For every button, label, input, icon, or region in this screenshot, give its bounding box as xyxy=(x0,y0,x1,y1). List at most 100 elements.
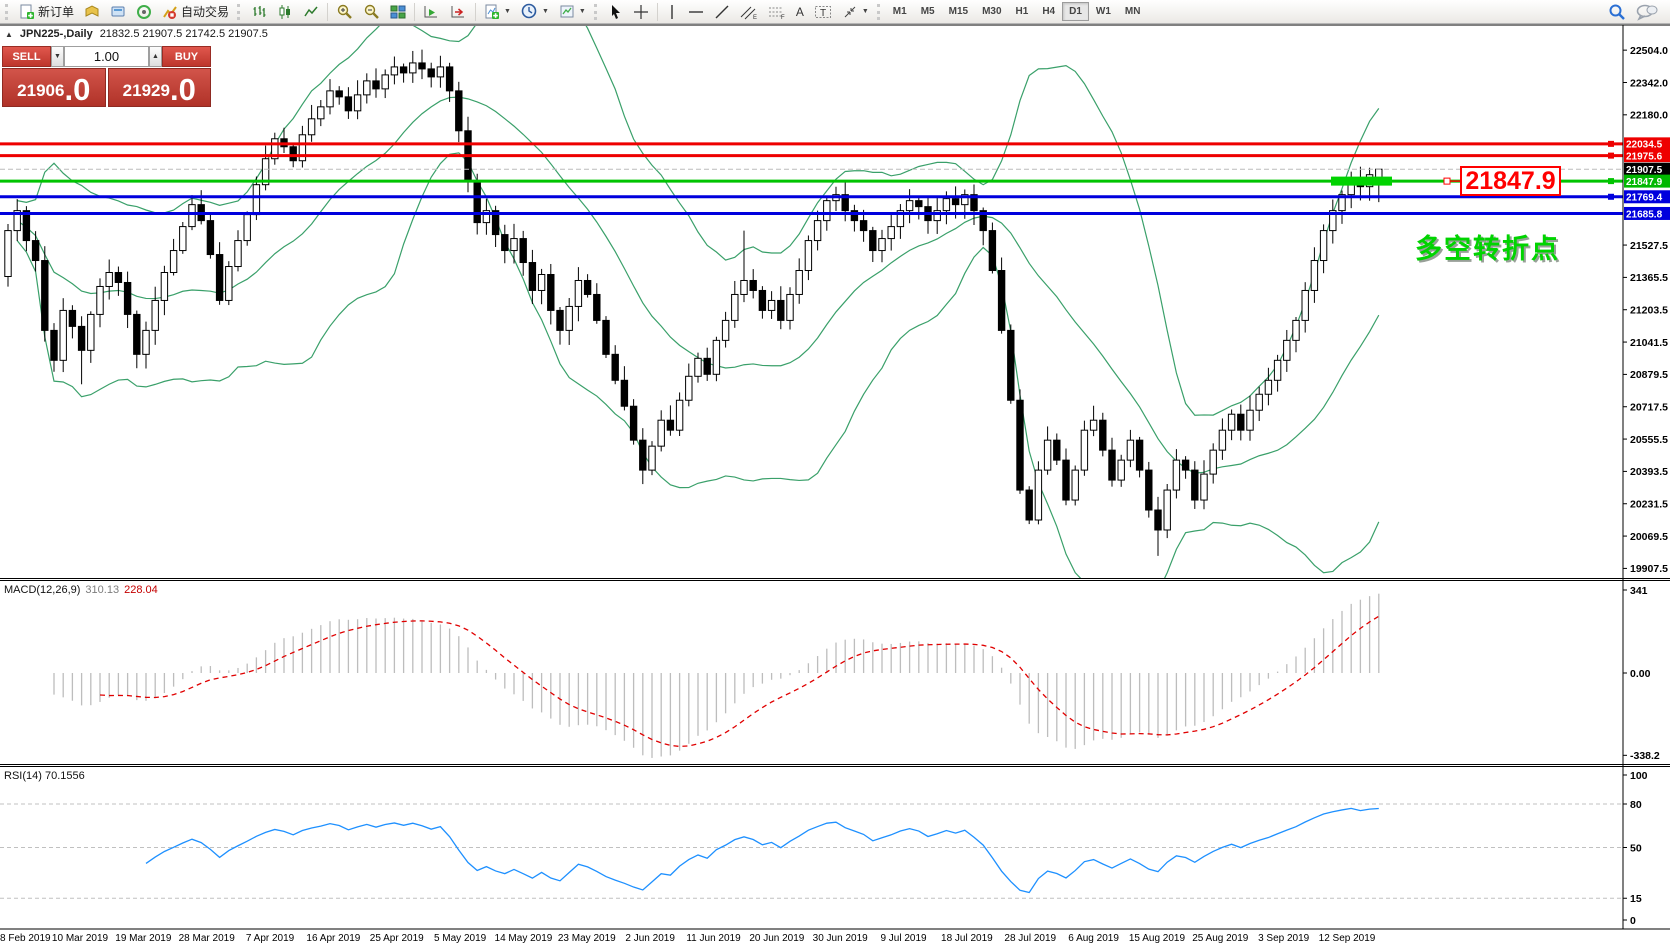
arrows-icon xyxy=(844,6,856,17)
macd-name: MACD(12,26,9) xyxy=(4,584,81,596)
chat-icon[interactable] xyxy=(1636,3,1658,21)
svg-text:20717.5: 20717.5 xyxy=(1630,402,1668,414)
timeframe-m1[interactable]: M1 xyxy=(892,6,907,17)
macd-main-value: 310.13 xyxy=(85,584,120,596)
svg-text:9 Jul 2019: 9 Jul 2019 xyxy=(880,933,927,944)
svg-text:21907.5: 21907.5 xyxy=(1626,165,1663,176)
zoom-in-icon xyxy=(337,4,352,19)
chart-shift-button[interactable] xyxy=(445,1,472,22)
toolbar-grip[interactable] xyxy=(237,3,243,20)
svg-text:21685.8: 21685.8 xyxy=(1626,209,1663,220)
svg-text:22180.0: 22180.0 xyxy=(1630,110,1668,122)
svg-text:80: 80 xyxy=(1630,799,1642,811)
horizontal-line-tool[interactable] xyxy=(683,1,709,22)
volume-increase-button[interactable]: ▲ xyxy=(149,46,162,67)
svg-text:E: E xyxy=(753,15,757,20)
bar-chart-button[interactable] xyxy=(246,1,272,22)
svg-text:3 Sep 2019: 3 Sep 2019 xyxy=(1258,933,1310,944)
sell-price-button[interactable]: 21906.0 xyxy=(2,68,106,107)
buy-price-button[interactable]: 21929.0 xyxy=(107,68,211,107)
toolbar-right-icons xyxy=(1608,3,1658,21)
zoom-out-button[interactable] xyxy=(358,1,385,22)
timeframe-m5[interactable]: M5 xyxy=(920,6,935,17)
vertical-line-tool[interactable] xyxy=(661,1,683,22)
volume-input[interactable] xyxy=(64,46,149,67)
svg-text:20 Jun 2019: 20 Jun 2019 xyxy=(749,933,804,944)
indicators-button[interactable]: ▼ xyxy=(479,1,516,22)
timeframe-group: M1 M5 M15 M30 H1 H4 D1 W1 MN xyxy=(886,2,1148,21)
timeframe-m15[interactable]: M15 xyxy=(948,6,969,17)
svg-text:15 Aug 2019: 15 Aug 2019 xyxy=(1129,933,1186,944)
tile-windows-icon xyxy=(390,5,406,18)
timeframe-mn[interactable]: MN xyxy=(1124,6,1141,17)
candlestick-chart-button[interactable] xyxy=(272,1,298,22)
svg-text:0: 0 xyxy=(1630,915,1636,927)
sell-button[interactable]: SELL xyxy=(2,46,51,67)
svg-text:21041.5: 21041.5 xyxy=(1630,337,1668,349)
auto-scroll-button[interactable] xyxy=(418,1,445,22)
indicators-caret-icon: ▼ xyxy=(504,8,511,15)
svg-text:21365.5: 21365.5 xyxy=(1630,272,1668,284)
periods-button[interactable]: ▼ xyxy=(516,1,554,22)
svg-text:341: 341 xyxy=(1630,585,1648,597)
svg-text:25 Aug 2019: 25 Aug 2019 xyxy=(1192,933,1249,944)
price-annotation-box[interactable]: 21847.9 xyxy=(1460,166,1561,196)
indicators-icon xyxy=(485,4,500,19)
auto-trading-icon xyxy=(163,5,177,19)
line-chart-button[interactable] xyxy=(298,1,324,22)
channel-tool[interactable]: E xyxy=(735,1,763,22)
fibonacci-tool[interactable]: F xyxy=(763,1,791,22)
svg-text:21769.4: 21769.4 xyxy=(1626,193,1663,204)
trendline-tool[interactable] xyxy=(709,1,735,22)
svg-text:-338.2: -338.2 xyxy=(1630,750,1660,762)
svg-text:22504.0: 22504.0 xyxy=(1630,45,1668,57)
market-watch-button[interactable] xyxy=(79,1,105,22)
search-icon[interactable] xyxy=(1608,3,1626,21)
rsi-name: RSI(14) xyxy=(4,770,42,782)
macd-signal-value: 228.04 xyxy=(124,584,158,596)
zoom-out-icon xyxy=(364,4,379,19)
macd-label: MACD(12,26,9) 310.13 228.04 xyxy=(4,584,158,596)
tile-windows-button[interactable] xyxy=(385,1,411,22)
timeframe-w1[interactable]: W1 xyxy=(1095,6,1111,17)
svg-text:F: F xyxy=(781,15,785,20)
svg-text:20393.5: 20393.5 xyxy=(1630,466,1668,478)
svg-text:19 Mar 2019: 19 Mar 2019 xyxy=(115,933,172,944)
arrows-tool[interactable]: ▼ xyxy=(837,1,874,22)
svg-text:22034.5: 22034.5 xyxy=(1626,140,1663,151)
timeframe-h4[interactable]: H4 xyxy=(1042,6,1056,17)
toolbar-grip[interactable] xyxy=(593,3,600,20)
cursor-button[interactable] xyxy=(603,1,628,22)
svg-text:20231.5: 20231.5 xyxy=(1630,499,1668,511)
data-window-button[interactable] xyxy=(105,1,131,22)
buy-button[interactable]: BUY xyxy=(162,46,211,67)
buy-price-pips: .0 xyxy=(169,72,196,107)
sound-button[interactable] xyxy=(131,1,157,22)
rsi-value: 70.1556 xyxy=(44,770,85,782)
timeframe-d1[interactable]: D1 xyxy=(1062,2,1089,21)
svg-text:21847.9: 21847.9 xyxy=(1626,177,1663,188)
line-chart-icon xyxy=(304,6,318,16)
timeframe-m30[interactable]: M30 xyxy=(982,6,1002,17)
auto-trading-button[interactable]: 自动交易 xyxy=(157,1,234,22)
new-order-button[interactable]: 新订单 xyxy=(14,1,79,22)
timeframe-h1[interactable]: H1 xyxy=(1015,6,1029,17)
turning-point-note[interactable]: 多空转折点 xyxy=(1415,234,1560,264)
toolbar-grip[interactable] xyxy=(5,3,11,20)
svg-text:16 Apr 2019: 16 Apr 2019 xyxy=(306,933,360,944)
cursor-icon xyxy=(611,4,620,19)
text-tool[interactable]: A xyxy=(791,1,809,22)
chart-ohlc-values: 21832.5 21907.5 21742.5 21907.5 xyxy=(99,28,268,40)
rsi-label: RSI(14) 70.1556 xyxy=(4,770,85,782)
label-tool[interactable]: T xyxy=(809,1,837,22)
templates-button[interactable]: ▼ xyxy=(554,1,591,22)
toolbar-grip[interactable] xyxy=(876,3,883,20)
volume-decrease-button[interactable]: ▼ xyxy=(51,46,64,67)
svg-text:21203.5: 21203.5 xyxy=(1630,305,1668,317)
crosshair-button[interactable] xyxy=(628,1,654,22)
auto-scroll-icon xyxy=(424,5,438,17)
zoom-in-button[interactable] xyxy=(331,1,358,22)
new-order-icon xyxy=(20,4,34,19)
collapse-trade-panel-icon[interactable]: ▲ xyxy=(5,29,13,39)
